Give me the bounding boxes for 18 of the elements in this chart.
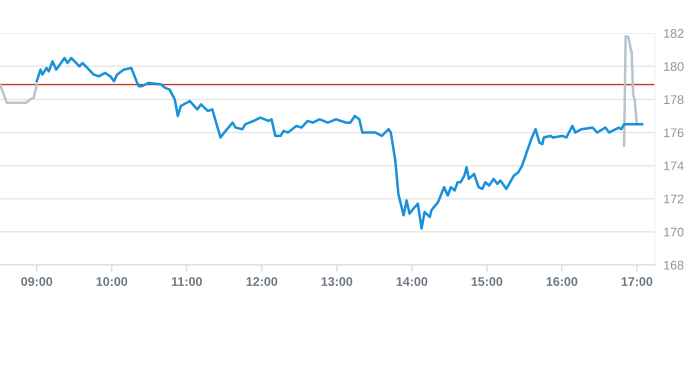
x-tick-label: 10:00 [96, 277, 128, 286]
y-tick-label: 176 [664, 128, 684, 138]
x-tick-label: 16:00 [546, 277, 578, 286]
line-series [36, 56, 644, 230]
y-tick-label: 178 [664, 95, 684, 104]
x-tick-label: 14:00 [396, 277, 428, 286]
x-tick-label: 15:00 [472, 277, 502, 286]
x-tick-label: 17:00 [622, 277, 652, 286]
y-tick-label: 180 [664, 62, 684, 71]
x-tick-label: 13:00 [322, 277, 352, 286]
y-tick-label: 168 [664, 260, 684, 270]
y-tick-label: 170 [664, 228, 684, 237]
y-tick-label: 174 [664, 162, 684, 170]
x-tick-label: 11:00 [172, 277, 202, 286]
y-tick-label: 172 [664, 194, 684, 204]
x-tick-label: 09:00 [21, 277, 52, 286]
x-tick-label: 12:00 [246, 277, 278, 286]
y-tick-label: 182 [664, 29, 684, 38]
